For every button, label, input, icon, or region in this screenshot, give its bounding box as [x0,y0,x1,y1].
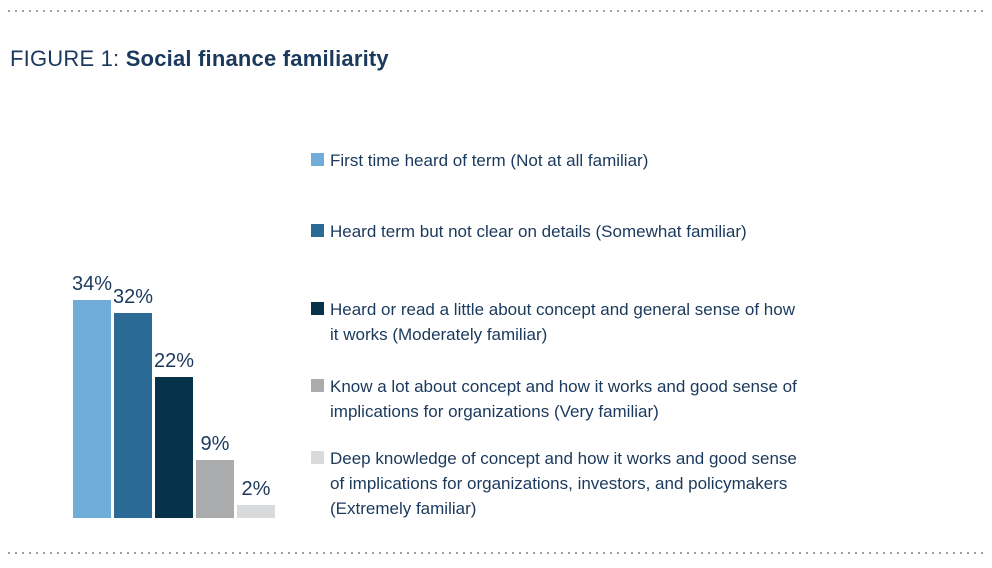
bar-value-label: 9% [200,433,230,455]
legend-item: Deep knowledge of concept and how it wor… [311,446,895,521]
legend-item: Heard or read a little about concept and… [311,297,895,347]
legend-swatch-icon [311,379,324,392]
figure-title: FIGURE 1: Social finance familiarity [10,46,389,72]
bar [196,460,234,518]
legend-label-line: First time heard of term (Not at all fam… [330,151,649,170]
legend-label-line: implications for organizations (Very fam… [330,402,659,421]
bar-group: 32% [112,286,154,518]
bar-value-label: 34% [71,273,113,295]
bottom-dotted-divider [8,552,984,554]
legend-swatch-icon [311,224,324,237]
legend-swatch-icon [311,153,324,166]
legend-label: Know a lot about concept and how it work… [330,374,895,424]
legend-label-line: (Extremely familiar) [330,499,477,518]
legend-label: Heard term but not clear on details (Som… [330,219,895,244]
bar [237,505,275,518]
legend-item: Heard term but not clear on details (Som… [311,219,895,244]
bar [73,300,111,518]
bar-chart: 34% 32% 22% 9% 2% [71,268,275,518]
legend-label: First time heard of term (Not at all fam… [330,148,895,173]
legend-label-line: Know a lot about concept and how it work… [330,377,797,396]
legend-item: First time heard of term (Not at all fam… [311,148,895,173]
legend-swatch-icon [311,451,324,464]
legend-label-line: of implications for organizations, inves… [330,474,788,493]
bar-value-label: 32% [112,286,154,308]
legend-label: Heard or read a little about concept and… [330,297,895,347]
bar-group: 22% [153,350,195,518]
legend-item: Know a lot about concept and how it work… [311,374,895,424]
top-dotted-divider [8,10,984,12]
legend-label: Deep knowledge of concept and how it wor… [330,446,895,521]
legend-label-line: Heard term but not clear on details (Som… [330,222,747,241]
bar-value-label: 22% [153,350,195,372]
bar-group: 9% [196,433,234,518]
figure-title-text: Social finance familiarity [125,46,389,71]
legend-swatch-icon [311,302,324,315]
figure-label: FIGURE 1: [10,46,120,71]
legend-label-line: it works (Moderately familiar) [330,325,548,344]
legend-label-line: Deep knowledge of concept and how it wor… [330,449,797,468]
bar [114,313,152,518]
bar-group: 2% [237,478,275,518]
bar-value-label: 2% [241,478,271,500]
legend-label-line: Heard or read a little about concept and… [330,300,795,319]
bar-group: 34% [71,273,113,518]
bar [155,377,193,518]
